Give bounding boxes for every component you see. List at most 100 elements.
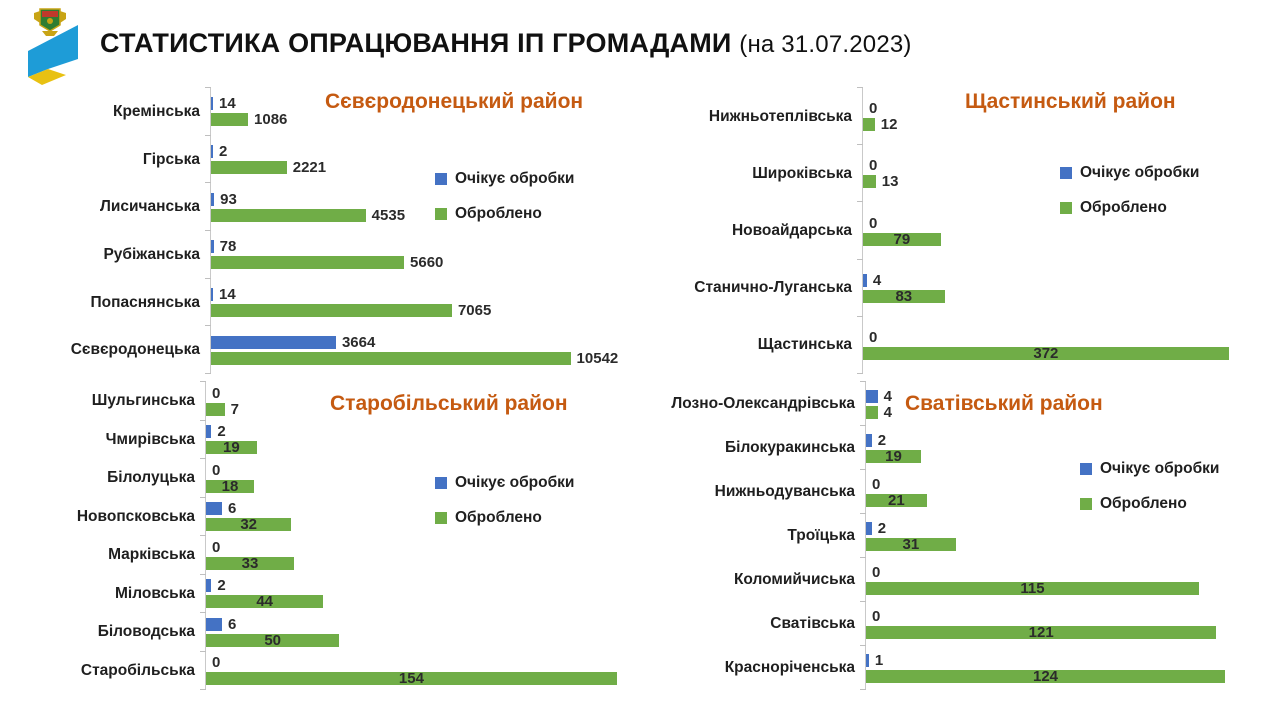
waiting-bar-line: 0 — [866, 476, 1274, 492]
waiting-bar-line: 6 — [206, 616, 634, 632]
category-label: Широківська — [752, 164, 852, 182]
legend-item-processed: Оброблено — [435, 205, 574, 223]
value-label: 6 — [228, 615, 237, 633]
waiting-bar-line: 0 — [206, 462, 634, 478]
value-label: 14 — [219, 95, 236, 113]
bars-area: 0 79 — [857, 201, 1274, 260]
coat-of-arms-shield — [34, 8, 66, 36]
header: СТАТИСТИКА ОПРАЦЮВАННЯ ІП ГРОМАДАМИ (на … — [0, 0, 1280, 86]
processed-bar — [211, 113, 249, 127]
category-label: Щастинська — [757, 336, 852, 354]
category-label: Станично-Луганська — [694, 279, 852, 297]
chart-starobilskyi-raion: Шульгинська 0 7 Чмирівська 2 19 Білолуцька 0 18 Н… — [0, 380, 640, 696]
processed-bar-line: 19 — [206, 440, 634, 456]
value-label: 14 — [219, 286, 236, 304]
waiting-bar-line: 4 — [863, 272, 1274, 288]
processed-bar-line: 124 — [866, 668, 1274, 684]
processed-bar-line: 121 — [866, 624, 1274, 640]
waiting-bar-line: 4 — [866, 388, 1274, 404]
value-label: 372 — [1033, 344, 1059, 362]
district-chart-title: Сватівський район — [905, 392, 1103, 415]
waiting-bar-line: 14 — [211, 96, 634, 112]
value-label: 2 — [217, 423, 226, 441]
category-label: Чмирівська — [105, 430, 195, 448]
value-label: 10542 — [576, 349, 619, 367]
waiting-bar-line: 2 — [866, 520, 1274, 536]
value-label: 4 — [883, 387, 892, 405]
chart-svativskyi-raion: Лозно-Олександрівська 4 4 Білокуракинська 2 1… — [640, 380, 1280, 696]
bars-area: 2 31 — [860, 513, 1274, 558]
value-label: 2 — [877, 519, 887, 537]
bars-area: 14 7065 — [205, 277, 634, 327]
legend-label: Очікує обробки — [455, 474, 575, 491]
processed-bar — [863, 118, 875, 132]
table-row: Нижньотеплівська 0 12 — [640, 86, 1274, 146]
chart-legend: Очікує обробки Оброблено — [1080, 460, 1219, 513]
processed-bar-line: 7065 — [211, 303, 634, 319]
waiting-bar — [211, 240, 214, 254]
district-chart-title: Щастинський район — [965, 90, 1176, 113]
waiting-bar-line: 93 — [211, 191, 634, 207]
bars-area: 2 44 — [200, 573, 634, 613]
legend-swatch-icon — [1080, 498, 1092, 510]
table-row: Рубіжанська 78 5660 — [0, 230, 634, 279]
waiting-bar-line: 0 — [866, 608, 1274, 624]
bars-area: 0 13 — [857, 144, 1274, 203]
waiting-bar — [206, 425, 212, 439]
waiting-bar-line: 3664 — [211, 334, 634, 350]
district-chart-title: Старобільський район — [330, 392, 568, 415]
waiting-bar-line: 0 — [863, 329, 1274, 345]
legend-swatch-icon — [1080, 463, 1092, 475]
flag-swoosh-blue — [28, 25, 78, 77]
processed-bar — [211, 304, 452, 318]
legend-swatch-icon — [435, 512, 447, 524]
category-label: Лисичанська — [99, 198, 200, 216]
table-row: Лисичанська 93 4535 — [0, 182, 634, 232]
waiting-bar-line: 0 — [863, 215, 1274, 231]
value-label: 83 — [895, 287, 913, 305]
table-row: Сєвєродонецька 3664 10542 — [0, 325, 634, 375]
page-title: СТАТИСТИКА ОПРАЦЮВАННЯ ІП ГРОМАДАМИ (на … — [100, 27, 912, 58]
processed-bar — [206, 672, 617, 686]
waiting-bar — [206, 579, 212, 593]
bars-area: 6 32 — [200, 496, 634, 536]
value-label: 12 — [880, 116, 898, 134]
legend-swatch-icon — [435, 173, 447, 185]
table-row: Білокуракинська 2 19 — [640, 425, 1274, 470]
processed-bar — [866, 581, 1199, 595]
legend-label: Оброблено — [1100, 495, 1187, 512]
table-row: Кремінська 14 1086 — [0, 87, 634, 136]
category-label: Нижньотеплівська — [708, 107, 852, 125]
value-label: 33 — [241, 554, 259, 572]
category-rows: Кремінська 14 1086 Гірська 2 2221 Лисичанська 9… — [0, 87, 634, 375]
legend-swatch-icon — [435, 477, 447, 489]
bars-area: 0 21 — [860, 469, 1274, 514]
value-label: 2 — [219, 143, 228, 160]
value-label: 2 — [877, 431, 887, 449]
legend-label: Оброблено — [455, 509, 542, 526]
processed-bar — [866, 625, 1217, 639]
legend-item-waiting: Очікує обробки — [435, 474, 574, 492]
category-label: Біловодська — [97, 623, 195, 641]
value-label: 115 — [1020, 579, 1045, 597]
legend-swatch-icon — [435, 208, 447, 220]
table-row: Красноріченська 1 124 — [640, 645, 1274, 690]
chart-legend: Очікує обробки Оброблено — [1060, 164, 1199, 217]
value-label: 3664 — [341, 333, 376, 351]
chart-legend: Очікує обробки Оброблено — [435, 474, 574, 527]
legend-label: Очікує обробки — [1080, 164, 1200, 181]
legend-label: Очікує обробки — [455, 170, 575, 187]
waiting-bar-line: 2 — [866, 432, 1274, 448]
value-label: 0 — [872, 475, 881, 493]
waiting-bar — [211, 192, 215, 206]
value-label: 0 — [212, 384, 221, 402]
value-label: 0 — [212, 538, 221, 556]
category-label: Сєвєродонецька — [70, 341, 200, 359]
legend-label: Оброблено — [455, 205, 542, 222]
waiting-bar-line: 6 — [206, 501, 634, 517]
bars-area: 93 4535 — [205, 182, 634, 232]
bars-area: 4 83 — [857, 258, 1274, 317]
waiting-bar — [866, 521, 872, 535]
waiting-bar-line: 0 — [863, 158, 1274, 174]
table-row: Чмирівська 2 19 — [0, 419, 634, 459]
